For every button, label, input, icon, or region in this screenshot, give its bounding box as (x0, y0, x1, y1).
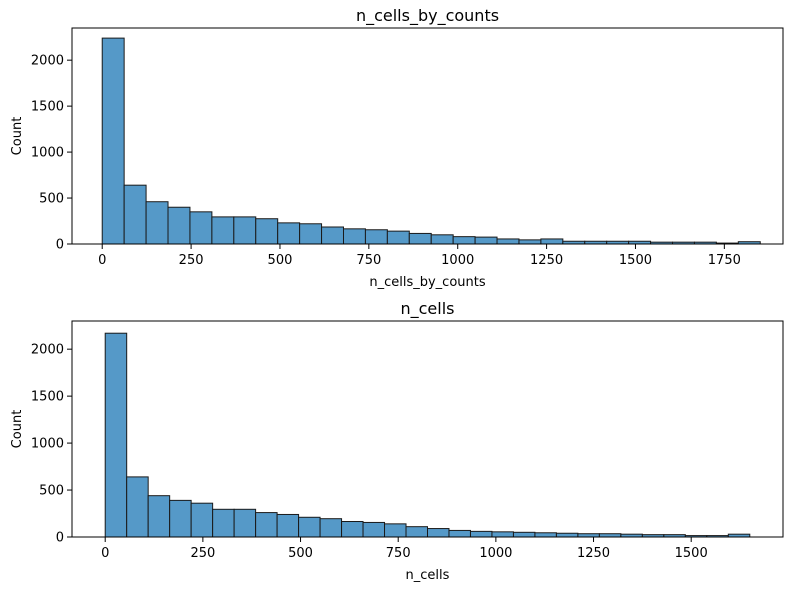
histogram-bar (189, 211, 213, 245)
histogram-bar (101, 37, 125, 245)
y-tick-label: 500 (39, 484, 64, 499)
histogram-bar (190, 502, 214, 538)
histogram-bar (298, 516, 321, 538)
histogram-bar (319, 518, 343, 538)
histogram-bar (321, 226, 344, 245)
x-axis-label: n_cells (406, 568, 450, 583)
histogram-bar (474, 236, 498, 245)
y-tick-label: 0 (56, 531, 64, 546)
histogram-bar (386, 230, 410, 245)
y-tick-label: 1000 (31, 146, 64, 161)
histogram-bar (277, 222, 301, 245)
x-tick-label: 1250 (530, 253, 563, 268)
x-tick-label: 1000 (479, 546, 512, 561)
histogram-bar (342, 228, 366, 245)
y-tick-label: 1000 (31, 437, 64, 452)
y-tick-label: 500 (39, 192, 64, 207)
histogram-bar (255, 512, 278, 538)
x-axis-label: n_cells_by_counts (369, 275, 486, 290)
histogram-panel-n-cells-by-counts: 0 250 500 750 1000 1250 1500 1750 0 500 1000 1500 20… (10, 6, 784, 290)
y-tick-label: 2000 (31, 54, 64, 69)
histogram-bar (233, 508, 257, 538)
histogram-bar (408, 232, 432, 245)
y-axis-label: Count (10, 410, 25, 449)
histogram-bar (276, 513, 300, 538)
histogram-bar (427, 528, 450, 538)
axes-frame (71, 320, 784, 538)
histogram-bar (104, 332, 128, 538)
x-tick-label: 750 (386, 546, 411, 561)
histogram-bar (126, 476, 149, 538)
histogram-bar (145, 201, 169, 245)
histogram-bar (255, 218, 279, 245)
histogram-bar (534, 532, 557, 538)
histogram-panel-n-cells: 0 250 500 750 1000 1250 1500 0 500 1000 1500 2000 n_… (10, 299, 784, 583)
x-tick-label: 750 (356, 253, 381, 268)
x-tick-label: 250 (179, 253, 204, 268)
histogram-bar (555, 532, 579, 538)
histogram-bar (518, 239, 542, 245)
x-tick-label: 500 (288, 546, 313, 561)
histogram-bar (452, 236, 476, 245)
histogram-bar (212, 508, 235, 538)
histogram-bar (211, 216, 235, 245)
x-tick-label: 1000 (441, 253, 474, 268)
histogram-bar (167, 206, 191, 245)
histogram-bar (496, 238, 520, 245)
y-axis-label: Count (10, 117, 25, 156)
histogram-bar (469, 530, 493, 538)
y-tick-label: 0 (56, 238, 64, 253)
histogram-bar (491, 531, 514, 538)
x-tick-label: 1750 (708, 253, 741, 268)
histogram-bar (341, 521, 364, 538)
x-tick-label: 250 (190, 546, 215, 561)
histogram-bar (233, 216, 257, 245)
x-tick-label: 1500 (675, 546, 708, 561)
histogram-bar (364, 229, 388, 245)
x-tick-label: 0 (98, 253, 106, 268)
y-tick-label: 2000 (31, 343, 64, 358)
y-tick-label: 1500 (31, 100, 64, 115)
histogram-bar (448, 529, 471, 538)
histogram-bar (299, 223, 323, 245)
chart-title: n_cells (400, 299, 454, 319)
histogram-bar (169, 499, 192, 538)
histogram-bar (405, 526, 428, 538)
histogram-bar (540, 238, 564, 245)
x-tick-label: 1500 (619, 253, 652, 268)
x-tick-label: 500 (268, 253, 293, 268)
histogram-bar (123, 184, 147, 245)
chart-title: n_cells_by_counts (356, 6, 499, 26)
histogram-bar (384, 523, 407, 538)
x-tick-label: 1250 (577, 546, 610, 561)
x-tick-label: 0 (101, 546, 109, 561)
histogram-bar (362, 521, 386, 538)
histogram-bar (147, 495, 171, 538)
y-tick-label: 1500 (31, 390, 64, 405)
histogram-bar (512, 531, 536, 538)
axes-frame (71, 27, 784, 245)
histogram-bar (430, 234, 454, 245)
